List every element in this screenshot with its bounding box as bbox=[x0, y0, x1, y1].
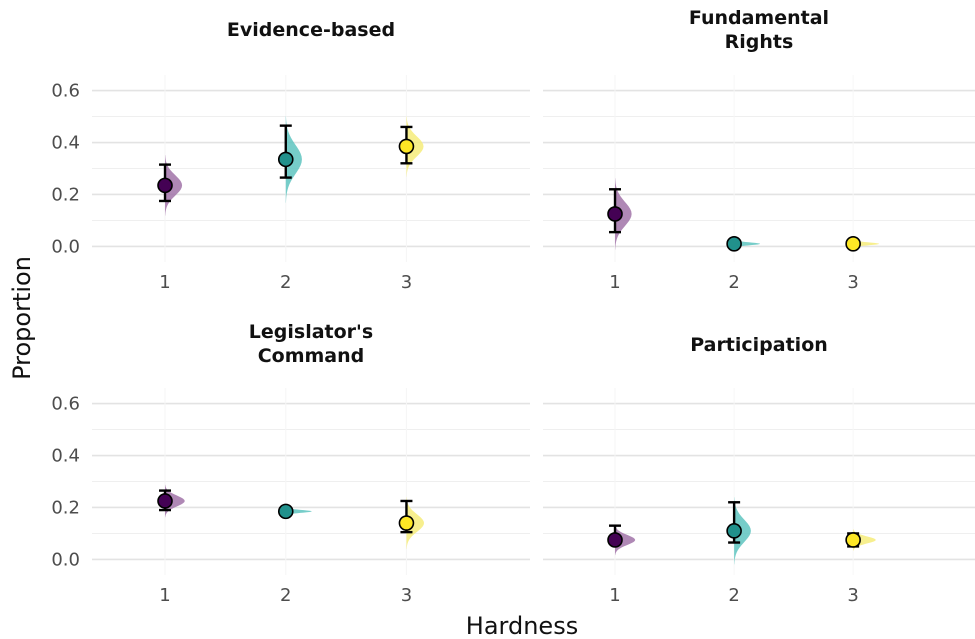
panel-title-line: Fundamental bbox=[689, 7, 829, 29]
y-tick-label: 0.4 bbox=[51, 446, 80, 467]
panel-title: Fundamental Rights bbox=[689, 7, 829, 53]
x-tick-label: 1 bbox=[609, 272, 620, 293]
y-axis-title: Proportion bbox=[8, 256, 36, 380]
density-half-violin bbox=[406, 116, 424, 177]
panel-title-line: Legislator's bbox=[249, 321, 373, 343]
density-half-violin bbox=[285, 116, 302, 203]
y-tick-label: 0.2 bbox=[51, 184, 80, 205]
data-point bbox=[157, 493, 173, 509]
panel-title-line: Participation bbox=[690, 334, 828, 356]
data-point bbox=[726, 523, 742, 539]
density-half-violin bbox=[734, 497, 751, 565]
x-tick-label: 2 bbox=[280, 585, 291, 606]
panel-4: 1 2 3 Participation bbox=[543, 334, 975, 606]
x-tick-label: 2 bbox=[280, 272, 291, 293]
x-tick-label: 3 bbox=[847, 585, 858, 606]
panel-title-line: Evidence-based bbox=[227, 19, 395, 41]
y-tick-label: 0.4 bbox=[51, 133, 80, 154]
panel-2: 1 2 3 Fundamental Rights bbox=[543, 7, 975, 293]
x-tick-label: 3 bbox=[401, 585, 412, 606]
data-point bbox=[607, 532, 623, 548]
data-point bbox=[157, 177, 173, 194]
panel-title: Legislator's Command bbox=[249, 321, 373, 367]
panel-title: Evidence-based bbox=[227, 19, 395, 41]
panel-title: Participation bbox=[690, 334, 828, 356]
x-axis-title: Hardness bbox=[466, 612, 578, 639]
x-tick-label: 3 bbox=[401, 272, 412, 293]
data-point bbox=[277, 151, 294, 168]
data-point bbox=[277, 503, 294, 520]
data-point bbox=[398, 138, 415, 155]
x-tick-label: 2 bbox=[728, 272, 739, 293]
y-tick-label: 0.0 bbox=[51, 549, 80, 570]
data-point bbox=[398, 515, 415, 531]
x-tick-label: 1 bbox=[609, 585, 620, 606]
x-tick-label: 1 bbox=[159, 585, 170, 606]
y-tick-label: 0.0 bbox=[51, 236, 80, 257]
data-point bbox=[845, 532, 861, 548]
density-half-violin bbox=[615, 524, 636, 556]
data-point bbox=[845, 236, 861, 252]
density-half-violin bbox=[406, 497, 425, 550]
x-tick-label: 2 bbox=[728, 585, 739, 606]
x-tick-label: 3 bbox=[847, 272, 858, 293]
data-point bbox=[607, 206, 623, 222]
panel-3: 0.0 0.2 0.4 0.6 1 2 3 Legislator's Command bbox=[51, 321, 530, 606]
y-tick-label: 0.6 bbox=[51, 394, 80, 415]
y-tick-label: 0.2 bbox=[51, 497, 80, 518]
panel-title-line: Rights bbox=[725, 31, 794, 53]
panel-title-line: Command bbox=[258, 345, 365, 367]
x-tick-label: 1 bbox=[159, 272, 170, 293]
data-point bbox=[726, 236, 742, 252]
panel-1: 0.0 0.2 0.4 0.6 1 2 3 Evidence-based bbox=[51, 19, 530, 293]
y-tick-label: 0.6 bbox=[51, 81, 80, 102]
